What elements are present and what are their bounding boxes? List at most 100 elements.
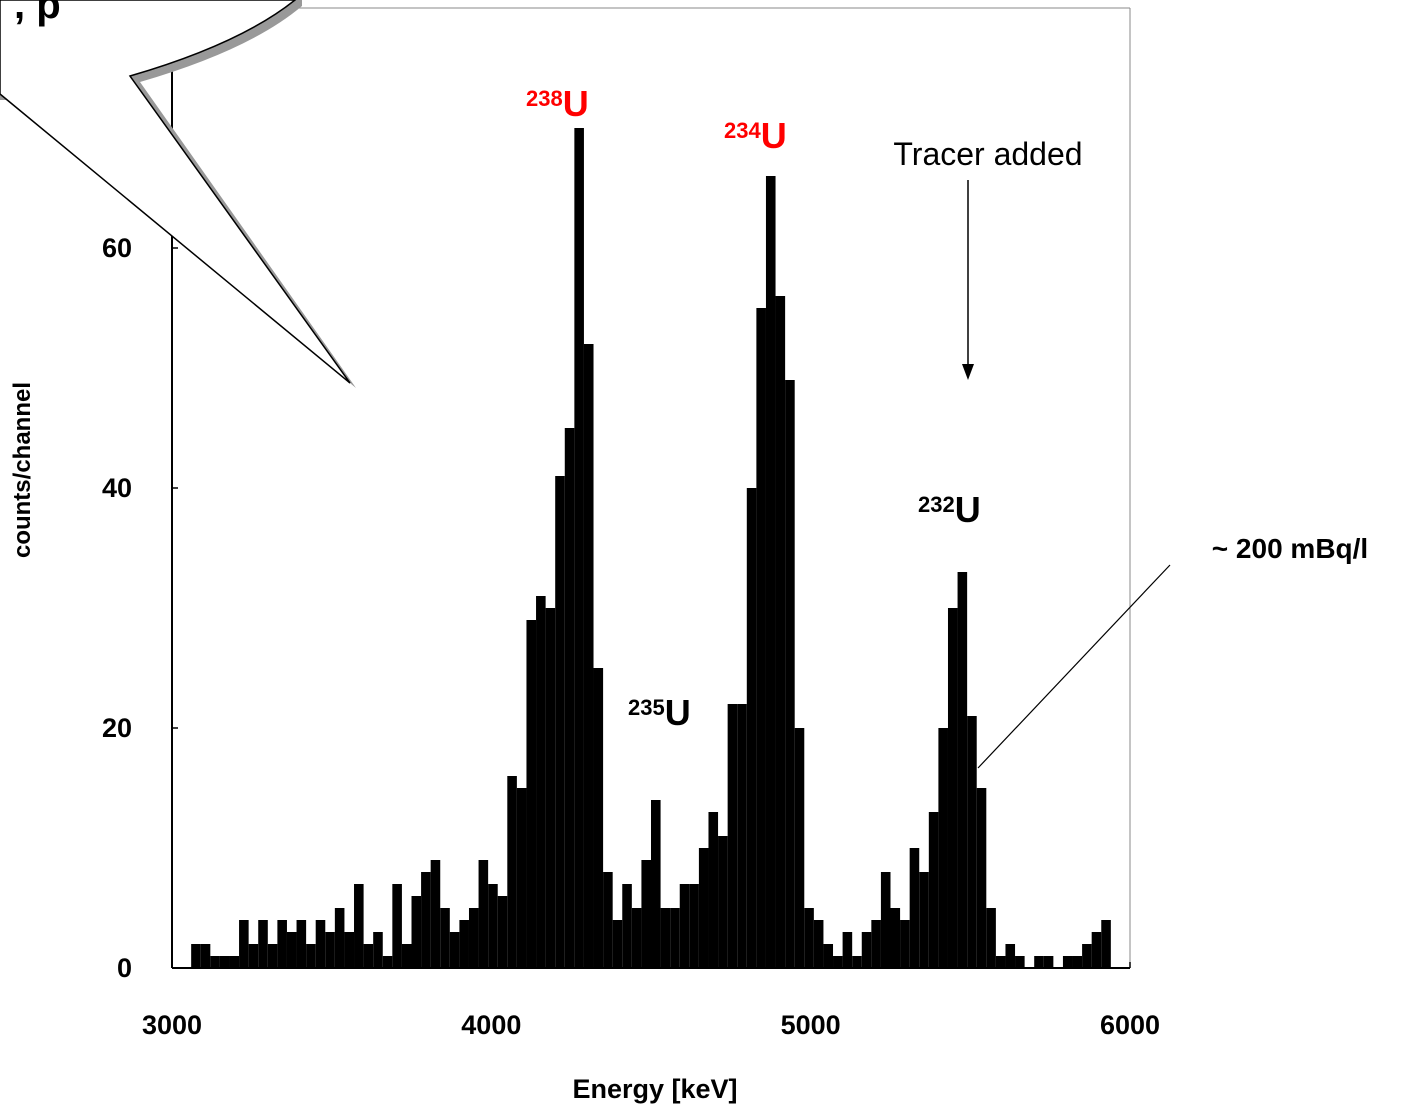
- histogram-bar: [229, 956, 240, 968]
- histogram-bar: [401, 944, 412, 968]
- histogram-bar: [536, 596, 546, 968]
- histogram-bar: [746, 488, 757, 968]
- histogram-bar: [679, 884, 690, 968]
- histogram-bar: [526, 620, 537, 968]
- histogram-bar: [210, 956, 220, 968]
- histogram-bar: [880, 872, 891, 968]
- histogram-bar: [631, 908, 642, 968]
- histogram-bar: [708, 812, 719, 968]
- histogram-bar: [813, 920, 824, 968]
- isotope-mass: 238: [526, 86, 563, 111]
- histogram-bar: [785, 380, 795, 968]
- histogram-bar: [698, 848, 709, 968]
- histogram-bar: [660, 908, 671, 968]
- histogram-bar: [833, 956, 843, 968]
- histogram-bar: [440, 908, 450, 968]
- y-tick-label: 0: [117, 953, 132, 983]
- histogram-bar: [967, 716, 977, 968]
- histogram-bar: [612, 920, 623, 968]
- histogram-bar: [200, 944, 211, 968]
- histogram-bar: [478, 860, 489, 968]
- histogram-bar: [737, 704, 747, 968]
- tracer-note: Tracer added: [893, 136, 1082, 172]
- histogram-bar: [938, 728, 948, 968]
- histogram-bar: [1043, 956, 1054, 968]
- histogram-bar: [1015, 956, 1025, 968]
- histogram-bar: [1082, 944, 1092, 968]
- histogram-bar: [449, 932, 460, 968]
- histogram-bar: [545, 608, 556, 968]
- histogram-bar: [516, 788, 527, 968]
- histogram-bar: [775, 296, 786, 968]
- callout-bubble: [0, 0, 351, 384]
- histogram-bar: [507, 776, 517, 968]
- histogram-bar: [219, 956, 230, 968]
- histogram-bar: [430, 860, 441, 968]
- histogram-bar: [392, 884, 402, 968]
- histogram-bar: [928, 812, 939, 968]
- isotope-symbol: U: [761, 115, 787, 156]
- y-tick-label: 20: [102, 713, 132, 743]
- x-tick-label: 4000: [461, 1010, 521, 1040]
- histogram-bar: [986, 908, 996, 968]
- histogram-bar: [909, 848, 920, 968]
- histogram-bar: [1062, 956, 1073, 968]
- histogram-bar: [823, 944, 834, 968]
- histogram-bar: [861, 932, 872, 968]
- histogram-bar: [286, 932, 297, 968]
- histogram-bar: [354, 884, 364, 968]
- isotope-mass: 234: [724, 118, 761, 143]
- histogram-bar: [670, 908, 680, 968]
- histogram-bar: [995, 956, 1006, 968]
- histogram-bar: [1091, 932, 1102, 968]
- histogram-bar: [842, 932, 853, 968]
- x-axis-label: Energy [keV]: [572, 1074, 737, 1104]
- histogram-bar: [191, 944, 201, 968]
- activity-note: ~ 200 mBq/l: [1212, 533, 1368, 564]
- histogram-bar: [718, 836, 728, 968]
- histogram-bar: [804, 908, 814, 968]
- histogram-bar: [1072, 956, 1083, 968]
- histogram-bar: [1034, 956, 1044, 968]
- isotope-label: 238U: [526, 83, 589, 124]
- activity-leader: [977, 564, 1171, 769]
- histogram-bar: [296, 920, 307, 968]
- histogram-bar: [334, 908, 345, 968]
- histogram-bar: [976, 788, 987, 968]
- histogram-bar: [555, 476, 565, 968]
- histogram-bar: [622, 884, 632, 968]
- histogram-bar: [957, 572, 968, 968]
- isotope-mass: 235: [628, 695, 665, 720]
- x-tick-label: 3000: [142, 1010, 202, 1040]
- histogram-bar: [248, 944, 259, 968]
- histogram-bar: [468, 908, 479, 968]
- histogram-bar: [727, 704, 738, 968]
- histogram-bar: [593, 668, 604, 968]
- histogram-bar: [363, 944, 374, 968]
- y-tick-label: 40: [102, 473, 132, 503]
- plot-area: 0 20 40 60 3000 4000 5000 6000: [102, 7, 1160, 1040]
- histogram-bar: [315, 920, 326, 968]
- histogram-bar: [325, 932, 335, 968]
- histogram-bar: [919, 872, 929, 968]
- histogram-bar: [564, 428, 575, 968]
- callout-text: , p: [14, 0, 61, 27]
- histogram-bar: [277, 920, 287, 968]
- histogram-bar: [258, 920, 268, 968]
- histogram-bar: [651, 800, 661, 968]
- histogram-bar: [765, 176, 776, 968]
- histogram-bar: [373, 932, 383, 968]
- histogram-bar: [794, 728, 805, 968]
- histogram-bar: [1005, 944, 1016, 968]
- histogram-bar: [852, 956, 862, 968]
- histogram-bar: [890, 908, 901, 968]
- isotope-label: 234U: [724, 115, 787, 156]
- histogram-bar: [947, 608, 958, 968]
- histogram-bar: [382, 956, 393, 968]
- histogram-bar: [900, 920, 910, 968]
- y-axis-label: counts/channel: [9, 382, 36, 558]
- histogram-bar: [239, 920, 249, 968]
- histogram-bar: [421, 872, 431, 968]
- isotope-label: 235U: [628, 692, 691, 733]
